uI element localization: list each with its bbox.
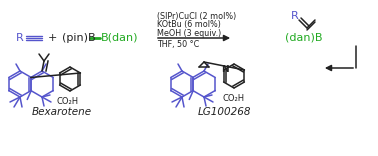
- Text: THF, 50 °C: THF, 50 °C: [157, 41, 199, 49]
- Text: CO₂H: CO₂H: [57, 97, 79, 106]
- Text: R: R: [16, 33, 24, 43]
- Text: Bexarotene: Bexarotene: [32, 107, 92, 117]
- Text: B(dan): B(dan): [101, 33, 138, 43]
- Text: (dan)B: (dan)B: [285, 33, 322, 43]
- Text: LG100268: LG100268: [197, 107, 251, 117]
- Text: +: +: [47, 33, 57, 43]
- Text: KOtBu (6 mol%): KOtBu (6 mol%): [157, 20, 221, 29]
- Text: (SIPr)CuCl (2 mol%): (SIPr)CuCl (2 mol%): [157, 12, 236, 20]
- Text: R: R: [291, 11, 299, 21]
- Text: N: N: [221, 64, 228, 73]
- Text: CO₂H: CO₂H: [223, 94, 245, 103]
- Text: MeOH (3 equiv.): MeOH (3 equiv.): [157, 29, 221, 39]
- Text: (pin)B: (pin)B: [62, 33, 96, 43]
